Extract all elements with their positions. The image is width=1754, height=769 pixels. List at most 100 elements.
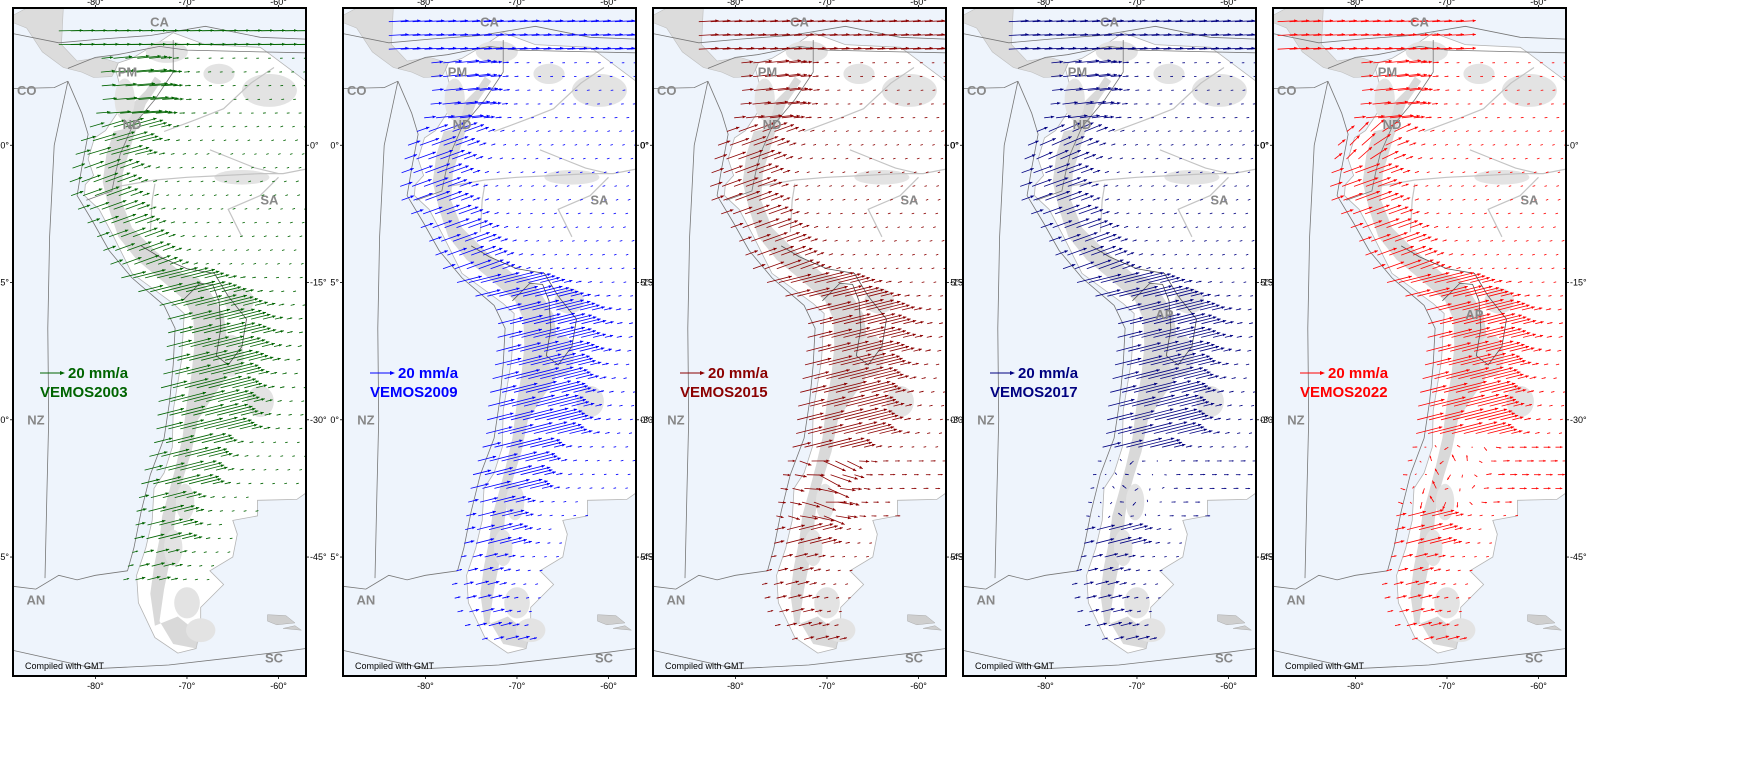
velocity-vector [494, 478, 530, 489]
velocity-vector [1130, 408, 1174, 421]
velocity-vector [766, 275, 792, 283]
velocity-vector [791, 608, 805, 613]
lon-tick-label-bottom: -70° [1439, 681, 1456, 691]
velocity-vector [940, 157, 944, 160]
velocity-vector [1537, 240, 1541, 242]
velocity-vector [413, 165, 433, 174]
velocity-vector [501, 102, 509, 105]
river [227, 176, 279, 238]
velocity-vector [570, 292, 584, 297]
velocity-vector [215, 551, 219, 553]
velocity-vector [1185, 487, 1191, 490]
velocity-vector [1120, 523, 1144, 530]
velocity-vector [483, 115, 495, 119]
velocity-vector [917, 404, 922, 407]
velocity-vector [1462, 556, 1466, 558]
velocity-vector [792, 247, 813, 256]
velocity-vector [1148, 275, 1176, 283]
velocity-vector [1176, 473, 1181, 476]
velocity-vector [583, 130, 587, 132]
velocity-vector [860, 144, 864, 146]
velocity-vector [502, 61, 510, 64]
velocity-vector [896, 89, 900, 91]
velocity-vector [197, 98, 202, 100]
velocity-vector [1123, 144, 1127, 146]
velocity-vector [1144, 239, 1148, 242]
velocity-vector [242, 153, 246, 155]
velocity-vector [1516, 89, 1520, 91]
velocity-vector [906, 460, 912, 462]
velocity-vector [854, 199, 857, 201]
velocity-vector [619, 130, 622, 132]
velocity-vector [1521, 347, 1535, 352]
velocity-vector [1153, 326, 1195, 338]
velocity-vector [823, 380, 867, 393]
velocity-vector [806, 198, 811, 201]
velocity-vector [872, 62, 875, 64]
velocity-vector [840, 439, 871, 448]
velocity-vector [1207, 281, 1212, 283]
velocity-vector [1091, 114, 1108, 119]
velocity-vector [607, 130, 611, 132]
velocity-vector [286, 112, 290, 114]
velocity-vector [268, 455, 272, 457]
plate-boundary [1346, 40, 1434, 201]
velocity-vector [1245, 363, 1250, 366]
velocity-vector [1402, 169, 1411, 174]
velocity-vector [1560, 157, 1564, 160]
velocity-vector [212, 180, 216, 183]
velocity-vector [546, 410, 583, 421]
velocity-vector [300, 414, 304, 416]
velocity-vector [1221, 487, 1227, 490]
velocity-vector [264, 413, 272, 416]
velocity-vector [525, 103, 529, 105]
velocity-vector [205, 262, 209, 265]
velocity-vector [196, 125, 201, 128]
velocity-vector [1246, 34, 1256, 36]
velocity-vector [848, 267, 852, 270]
velocity-vector [523, 130, 527, 132]
velocity-vector [146, 255, 171, 265]
velocity-vector [227, 323, 262, 334]
velocity-vector [1114, 439, 1143, 448]
velocity-vector [595, 404, 603, 407]
velocity-vector [169, 259, 183, 265]
velocity-vector [1107, 580, 1120, 585]
velocity-vector [827, 635, 840, 640]
velocity-vector [911, 212, 915, 215]
island [283, 625, 303, 631]
velocity-vector [1412, 637, 1418, 640]
velocity-vector [595, 240, 599, 242]
velocity-vector [575, 280, 582, 283]
velocity-vector [291, 71, 295, 73]
velocity-vector [141, 179, 149, 183]
velocity-vector [1118, 316, 1143, 325]
velocity-vector [1063, 73, 1082, 77]
velocity-vector [1491, 385, 1518, 393]
velocity-vector [488, 128, 496, 132]
velocity-vector [1067, 247, 1087, 256]
velocity-vector [921, 226, 924, 228]
velocity-vector [845, 583, 849, 585]
velocity-vector [416, 126, 430, 132]
velocity-vector [1420, 385, 1447, 393]
velocity-vector [1155, 541, 1160, 544]
velocity-vector [556, 472, 563, 476]
velocity-vector [1120, 238, 1129, 242]
velocity-vector [936, 34, 946, 36]
velocity-vector [828, 437, 865, 448]
lon-tick-label-top: -80° [87, 0, 104, 7]
velocity-vector [838, 366, 884, 379]
velocity-vector [1471, 485, 1476, 489]
velocity-vector [1408, 101, 1427, 105]
velocity-vector [1551, 62, 1555, 64]
region-label-co: CO [967, 83, 987, 98]
velocity-vector [902, 333, 917, 338]
velocity-vector [597, 267, 601, 270]
velocity-vector [1122, 75, 1129, 78]
region-label-pm: PM [1378, 65, 1398, 80]
velocity-vector [537, 597, 541, 599]
velocity-vector [1174, 185, 1178, 187]
velocity-vector [1522, 333, 1537, 338]
